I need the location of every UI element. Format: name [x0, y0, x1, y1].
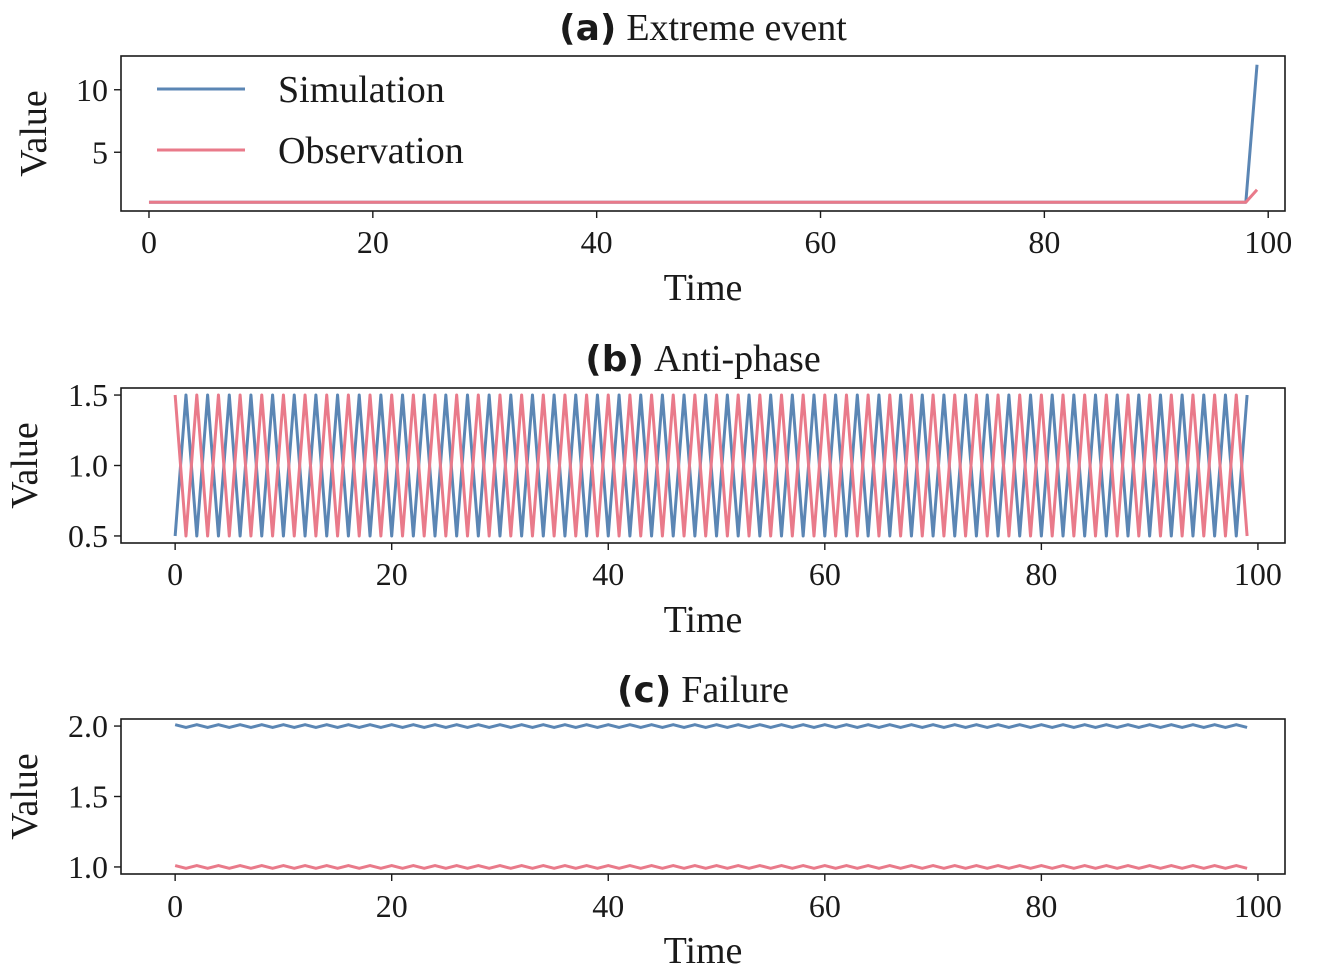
y-tick-label: 2.0	[68, 708, 108, 744]
plot-frame	[120, 55, 1286, 212]
legend-label-simulation: Simulation	[278, 69, 445, 111]
y-tick-label: 1.0	[68, 849, 108, 885]
x-tick-label: 40	[592, 556, 624, 592]
x-axis-label: Time	[664, 930, 743, 971]
plot-frame	[120, 718, 1286, 875]
panel-title-text: Extreme event	[626, 7, 847, 49]
x-tick-label: 0	[141, 224, 157, 260]
x-axis-label: Time	[664, 267, 743, 309]
panel-1: (b) Anti-phase 0 20 40 60 80 100 0.5 1.0 1.5 Time Va…	[4, 338, 1286, 641]
series-line-observation	[174, 864, 1248, 870]
panel-title-prefix: (a)	[559, 8, 616, 49]
y-tick-label: 1.5	[68, 377, 108, 413]
y-tick-label: 0.5	[68, 518, 108, 554]
panel-title-text: Anti-phase	[654, 338, 821, 380]
x-tick-label: 40	[581, 224, 613, 260]
x-tick-label: 80	[1028, 224, 1060, 260]
x-tick-label: 60	[809, 556, 841, 592]
x-tick-label: 40	[592, 888, 624, 924]
panel-title: (a) Extreme event	[559, 7, 847, 49]
y-axis-label: Value	[13, 90, 55, 177]
x-tick-label: 80	[1025, 888, 1057, 924]
x-tick-label: 80	[1025, 556, 1057, 592]
legend: Simulation Observation	[157, 69, 464, 172]
x-tick-label: 100	[1234, 556, 1282, 592]
x-axis-label: Time	[664, 599, 743, 641]
panel-title-prefix: (c)	[617, 670, 671, 711]
series-line-observation	[148, 188, 1259, 204]
panel-title: (b) Anti-phase	[585, 338, 820, 380]
panel-title: (c) Failure	[617, 669, 789, 711]
series-line-simulation	[174, 723, 1248, 729]
x-tick-label: 60	[805, 224, 837, 260]
x-tick-label: 0	[167, 888, 183, 924]
panel-2: (c) Failure 0 20 40 60 80 100 1.0 1.5 2.0 Time Value	[4, 669, 1286, 971]
y-axis-label: Value	[4, 422, 46, 509]
y-tick-label: 1.5	[68, 779, 108, 815]
series-line-observation	[173, 393, 1249, 538]
y-tick-label: 1.0	[68, 448, 108, 484]
x-tick-label: 0	[167, 556, 183, 592]
x-tick-label: 20	[357, 224, 389, 260]
x-tick-label: 60	[809, 888, 841, 924]
panel-title-text: Failure	[681, 669, 789, 711]
y-axis-label: Value	[4, 753, 46, 840]
y-tick-label: 5	[92, 134, 108, 170]
panel-title-prefix: (b)	[585, 339, 644, 380]
x-tick-label: 20	[376, 888, 408, 924]
y-tick-label: 10	[76, 72, 108, 108]
x-tick-label: 20	[376, 556, 408, 592]
legend-label-observation: Observation	[278, 130, 464, 172]
panel-0: (a) Extreme event 0 20 40 60 80 100 5 10 Time Value…	[13, 7, 1292, 309]
x-tick-label: 100	[1234, 888, 1282, 924]
x-tick-label: 100	[1244, 224, 1292, 260]
